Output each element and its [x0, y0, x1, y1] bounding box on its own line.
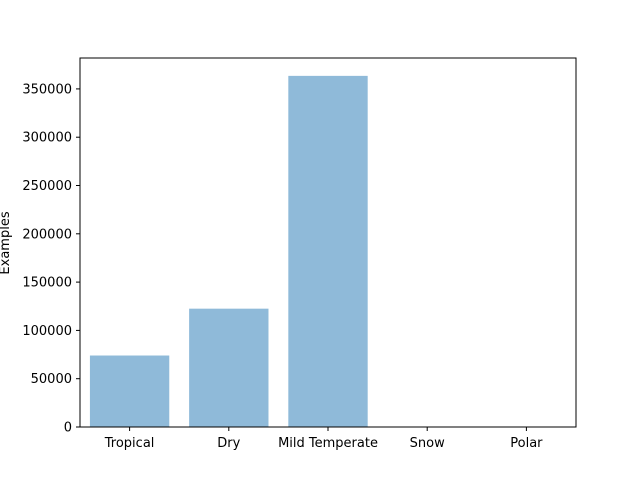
y-tick-label: 0	[64, 421, 72, 436]
x-tick-label: Polar	[510, 436, 543, 451]
y-axis-label: Examples	[0, 211, 13, 274]
y-tick-label: 350000	[22, 82, 72, 97]
y-tick-label: 200000	[22, 227, 72, 242]
y-tick-label: 50000	[31, 372, 72, 387]
x-tick-label: Tropical	[104, 436, 155, 451]
x-axis: Tropical Dry Mild Temperate Snow Polar	[104, 427, 543, 451]
bars-group	[89, 75, 368, 427]
x-tick-label: Dry	[217, 436, 240, 451]
y-tick-label: 300000	[22, 131, 72, 146]
y-tick-label: 100000	[22, 324, 72, 339]
x-tick-label: Mild Temperate	[278, 436, 378, 451]
y-tick-label: 150000	[22, 276, 72, 291]
y-axis: 0 50000 100000 150000 200000 250000 300000 3500…	[22, 82, 80, 436]
bar-dry	[189, 308, 269, 427]
bar-mild-temperate	[288, 75, 368, 427]
y-tick-label: 250000	[22, 179, 72, 194]
x-tick-label: Snow	[410, 436, 445, 451]
bar-tropical	[89, 355, 170, 427]
